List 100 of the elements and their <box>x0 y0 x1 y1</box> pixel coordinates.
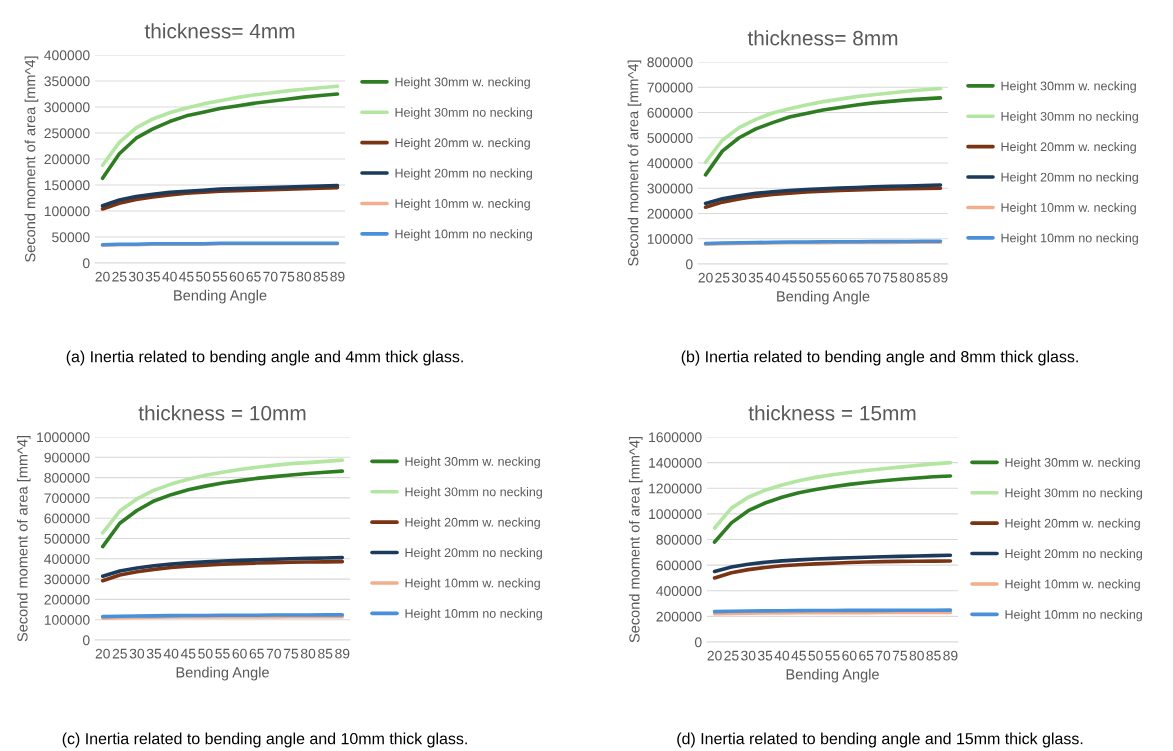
y-tick-label: 1200000 <box>649 483 702 494</box>
y-tick-label: 800000 <box>656 534 702 545</box>
x-axis-title: Bending Angle <box>777 290 870 305</box>
legend-label: Height 30mm w. necking <box>1001 81 1136 93</box>
x-tick-label: 50 <box>808 650 823 661</box>
x-tick-label: 80 <box>296 271 312 282</box>
x-tick-label: 60 <box>232 648 247 659</box>
x-tick-label: 25 <box>724 650 739 661</box>
legend-label: Height 10mm no necking <box>1001 233 1138 245</box>
legend-label: Height 30mm no necking <box>1001 111 1138 124</box>
legend-label: Height 10mm w. necking <box>1005 579 1140 591</box>
text: (b) Inertia related to bending angle and 8mm thick glass. <box>681 350 1078 366</box>
x-tick-label: 20 <box>707 650 722 661</box>
y-tick-label: 600000 <box>647 107 693 118</box>
y-tick-label: 500000 <box>44 533 90 544</box>
x-tick-label: 40 <box>163 648 179 659</box>
x-tick-label: 50 <box>198 648 213 659</box>
x-tick-label: 60 <box>229 271 244 282</box>
legend-label: Height 30mm no necking <box>395 107 532 120</box>
y-tick-label: 100000 <box>44 206 90 217</box>
x-tick-label: 25 <box>112 271 127 282</box>
chart-title: thickness= 8mm <box>747 30 898 46</box>
x-tick-label: 85 <box>926 650 941 661</box>
y-axis-title: Second moment of area [mm^4] <box>627 60 642 266</box>
y-tick-label: 1400000 <box>649 457 702 468</box>
x-tick-label: 80 <box>909 650 924 661</box>
y-tick-label: 700000 <box>647 82 693 93</box>
x-tick-label: 55 <box>212 271 228 282</box>
x-tick-label: 89 <box>943 650 958 661</box>
legend-label: Height 10mm no necking <box>405 608 542 621</box>
x-tick-label: 60 <box>842 650 857 661</box>
chart-title: thickness= 4mm <box>144 23 295 39</box>
legend-label: Height 30mm no necking <box>405 487 542 499</box>
x-tick-label: 70 <box>263 271 278 282</box>
y-tick-label: 400000 <box>44 50 90 61</box>
x-tick-label: 55 <box>815 272 831 283</box>
x-tick-label: 65 <box>246 271 261 282</box>
x-tick-label: 25 <box>715 272 730 283</box>
y-tick-label: 100000 <box>44 615 90 625</box>
text: (d) Inertia related to bending angle and 15mm thick glass. <box>677 732 1083 748</box>
legend-label: Height 20mm no necking <box>395 168 532 181</box>
y-tick-label: 100000 <box>647 234 693 244</box>
x-tick-label: 35 <box>757 650 773 661</box>
legend-label: Height 10mm w. necking <box>405 578 540 590</box>
y-tick-label: 700000 <box>44 493 90 504</box>
legend-label: Height 20mm w. necking <box>1005 518 1140 531</box>
y-tick-label: 200000 <box>44 154 90 165</box>
y-tick-label: 1600000 <box>649 432 702 443</box>
chart-title: thickness = 10mm <box>138 405 306 421</box>
x-tick-label: 50 <box>196 271 211 282</box>
y-tick-label: 200000 <box>44 594 90 605</box>
legend-label: Height 10mm no necking <box>395 229 532 241</box>
y-tick-label: 800000 <box>647 57 693 68</box>
y-tick-label: 250000 <box>44 128 90 139</box>
x-tick-label: 20 <box>95 271 110 282</box>
x-tick-label: 25 <box>112 648 127 659</box>
x-tick-label: 50 <box>799 272 814 283</box>
x-axis-title: Bending Angle <box>176 666 269 681</box>
y-tick-label: 600000 <box>656 560 702 571</box>
y-tick-label: 0 <box>685 259 693 270</box>
x-tick-label: 75 <box>280 271 295 282</box>
x-tick-label: 20 <box>95 648 110 659</box>
legend-label: Height 10mm w. necking <box>1001 202 1136 215</box>
x-tick-label: 70 <box>876 650 891 661</box>
legend-label: Height 30mm w. necking <box>395 77 530 89</box>
x-tick-label: 85 <box>916 272 931 283</box>
text: (c) Inertia related to bending angle and 10mm thick glass. <box>62 732 467 748</box>
x-tick-label: 45 <box>782 272 797 283</box>
x-tick-label: 30 <box>128 271 144 282</box>
x-tick-label: 35 <box>145 271 161 282</box>
y-axis-title: Second moment of area [mm^4] <box>628 437 643 643</box>
legend-label: Height 10mm no necking <box>1005 609 1142 622</box>
x-tick-label: 85 <box>318 648 333 659</box>
x-tick-label: 55 <box>825 650 840 661</box>
y-tick-label: 900000 <box>44 452 90 463</box>
legend-label: Height 30mm w. necking <box>405 456 540 469</box>
x-tick-label: 45 <box>180 648 196 659</box>
y-tick-label: 350000 <box>44 76 90 87</box>
x-tick-label: 75 <box>283 648 299 659</box>
y-tick-label: 600000 <box>44 513 90 524</box>
x-tick-label: 75 <box>892 650 908 661</box>
text: (a) Inertia related to bending angle and 4mm thick glass. <box>66 350 463 366</box>
x-tick-label: 55 <box>215 648 230 659</box>
x-tick-label: 89 <box>933 272 948 283</box>
x-tick-label: 65 <box>859 650 874 661</box>
y-axis-title: Second moment of area [mm^4] <box>16 436 31 642</box>
y-tick-label: 300000 <box>647 183 693 194</box>
y-tick-label: 300000 <box>44 574 90 585</box>
x-tick-label: 65 <box>849 272 864 283</box>
x-tick-label: 40 <box>774 650 790 661</box>
x-tick-label: 70 <box>866 272 881 283</box>
x-tick-label: 30 <box>129 648 145 659</box>
y-tick-label: 50000 <box>52 232 90 243</box>
legend-label: Height 20mm no necking <box>1005 548 1142 561</box>
legend-label: Height 20mm w. necking <box>395 137 530 150</box>
x-tick-label: 65 <box>249 648 264 659</box>
x-tick-label: 35 <box>748 272 764 283</box>
y-tick-label: 200000 <box>647 208 693 219</box>
y-tick-label: 150000 <box>44 180 90 191</box>
x-tick-label: 30 <box>731 272 747 283</box>
